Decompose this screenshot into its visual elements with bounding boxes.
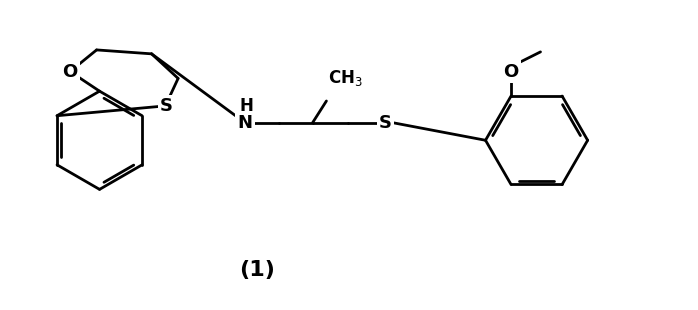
- Text: (1): (1): [239, 260, 274, 280]
- Text: S: S: [160, 97, 173, 115]
- Text: O: O: [503, 63, 519, 81]
- Text: O: O: [62, 63, 77, 81]
- Text: H: H: [240, 97, 254, 115]
- Text: CH$_3$: CH$_3$: [328, 68, 363, 88]
- Text: N: N: [237, 113, 253, 131]
- Text: S: S: [379, 113, 392, 131]
